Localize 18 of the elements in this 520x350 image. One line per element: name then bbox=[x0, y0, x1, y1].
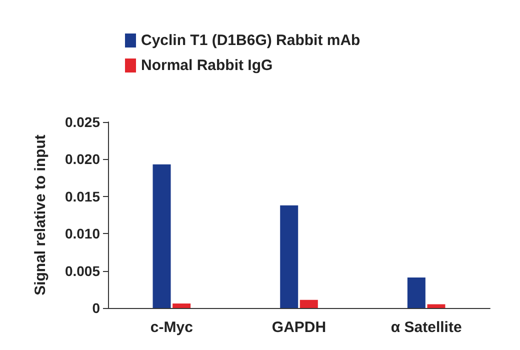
x-tick-label: GAPDH bbox=[272, 319, 326, 336]
legend-label: Normal Rabbit IgG bbox=[141, 57, 273, 74]
y-tick-label: 0.005 bbox=[64, 262, 100, 279]
y-tick-label: 0.015 bbox=[64, 188, 100, 204]
y-tick-label: 0.020 bbox=[64, 151, 100, 168]
bar bbox=[280, 205, 298, 308]
bar bbox=[300, 300, 318, 308]
bar bbox=[172, 304, 191, 308]
bar bbox=[152, 164, 171, 308]
y-tick-label: 0 bbox=[92, 300, 100, 316]
bar bbox=[407, 277, 426, 308]
x-tick-label: α Satellite bbox=[390, 319, 462, 336]
y-axis-title: Signal relative to input bbox=[32, 134, 49, 296]
y-tick-label: 0.025 bbox=[64, 114, 100, 130]
bar bbox=[427, 304, 446, 308]
legend-label: Cyclin T1 (D1B6G) Rabbit mAb bbox=[141, 32, 360, 49]
x-tick-label: c-Myc bbox=[150, 319, 193, 336]
y-tick-label: 0.010 bbox=[64, 226, 100, 242]
